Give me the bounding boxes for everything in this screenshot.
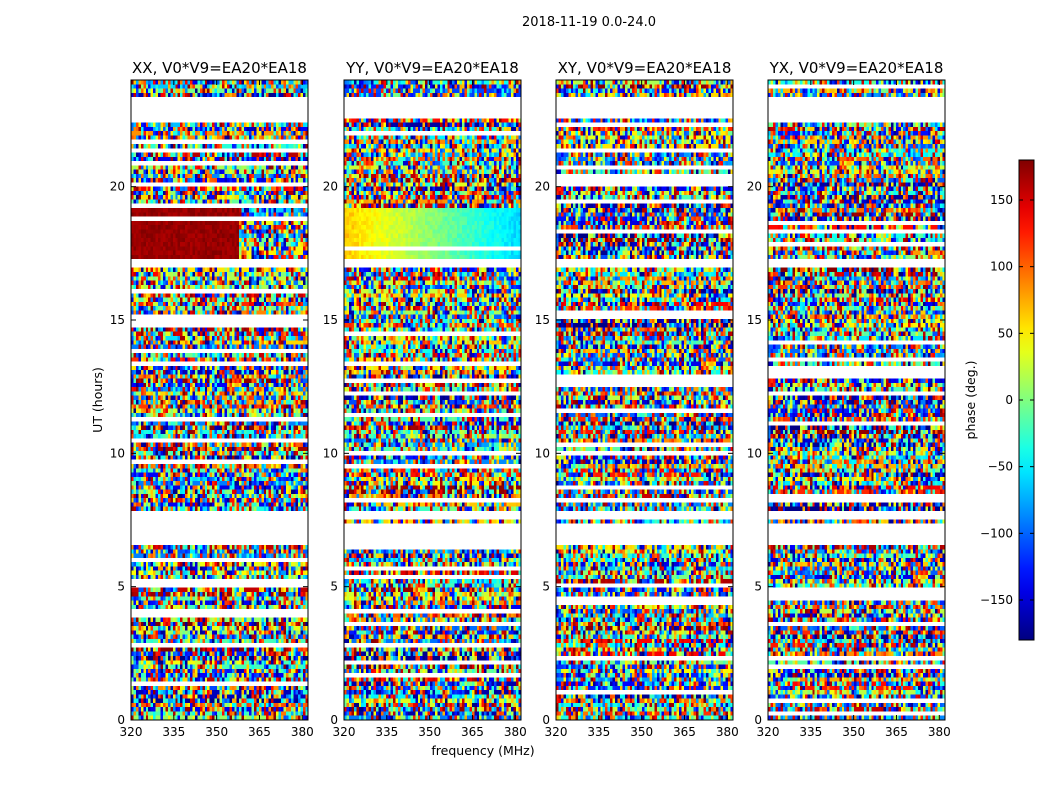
x-tick-label: 365 (673, 725, 696, 739)
y-tick-label: 5 (330, 580, 338, 594)
x-tick-label: 320 (545, 725, 568, 739)
x-tick-label: 380 (291, 725, 314, 739)
plot-frame (130, 79, 309, 721)
x-tick-label: 365 (461, 725, 484, 739)
heatmap-image (131, 80, 308, 720)
y-tick-label: 15 (747, 313, 762, 327)
plot-frame (343, 79, 522, 721)
plot-frame (555, 79, 734, 721)
x-tick-label: 350 (630, 725, 653, 739)
colorbar-tick-label: 0 (1005, 393, 1013, 407)
x-tick-label: 350 (842, 725, 865, 739)
y-tick-label: 0 (754, 713, 762, 727)
panel-title: XX, V0*V9=EA20*EA18 (132, 59, 307, 77)
x-tick-label: 320 (120, 725, 143, 739)
colorbar-tick-label: −150 (980, 593, 1013, 607)
panel-3: XY, V0*V9=EA20*EA18 320 335 350 365 380 0 5 10 15… (535, 59, 739, 739)
y-tick-label: 0 (542, 713, 550, 727)
colorbar-label: phase (deg.) (963, 361, 978, 440)
y-tick-label: 5 (754, 580, 762, 594)
panel-title: YY, V0*V9=EA20*EA18 (345, 59, 519, 77)
x-tick-label: 380 (928, 725, 951, 739)
colorbar-tick-label: −50 (988, 460, 1013, 474)
heatmap-image (556, 80, 733, 720)
x-tick-label: 335 (162, 725, 185, 739)
y-tick-label: 15 (110, 313, 125, 327)
colorbar-tick-label: −100 (980, 526, 1013, 540)
x-tick-label: 320 (333, 725, 356, 739)
y-tick-label: 20 (323, 180, 338, 194)
y-tick-label: 10 (323, 446, 338, 460)
colorbar: 150 100 50 0 −50 −100 −150 (980, 159, 1035, 641)
y-tick-label: 15 (535, 313, 550, 327)
x-tick-label: 335 (375, 725, 398, 739)
panel-title: YX, V0*V9=EA20*EA18 (769, 59, 944, 77)
figure-title: 2018-11-19 0.0-24.0 (522, 15, 656, 30)
y-tick-label: 20 (110, 180, 125, 194)
x-tick-label: 380 (504, 725, 527, 739)
y-tick-label: 5 (542, 580, 550, 594)
panel-title: XY, V0*V9=EA20*EA18 (558, 59, 732, 77)
panel-2: YY, V0*V9=EA20*EA18 320 335 350 365 380 0 5 10 15… (323, 59, 527, 739)
heatmap-image (344, 80, 521, 720)
plot-frame (767, 79, 946, 721)
y-tick-label: 10 (110, 446, 125, 460)
x-tick-label: 380 (716, 725, 739, 739)
heatmap-image (768, 80, 945, 720)
colorbar-tick-label: 150 (990, 193, 1013, 207)
x-tick-label: 335 (799, 725, 822, 739)
y-axis-label: UT (hours) (90, 367, 105, 433)
y-tick-label: 15 (323, 313, 338, 327)
x-axis-label: frequency (MHz) (431, 743, 534, 758)
x-tick-label: 365 (248, 725, 271, 739)
y-tick-label: 20 (535, 180, 550, 194)
x-tick-label: 350 (418, 725, 441, 739)
panels: XX, V0*V9=EA20*EA18 320 335 350 365 380 0 5 10 15… (110, 59, 951, 739)
x-tick-label: 320 (757, 725, 780, 739)
y-tick-label: 5 (117, 580, 125, 594)
x-tick-label: 335 (587, 725, 610, 739)
y-tick-label: 20 (747, 180, 762, 194)
y-tick-label: 0 (330, 713, 338, 727)
panel-1: XX, V0*V9=EA20*EA18 320 335 350 365 380 0 5 10 15… (110, 59, 314, 739)
x-tick-label: 365 (885, 725, 908, 739)
y-tick-label: 10 (535, 446, 550, 460)
colorbar-tick-label: 100 (990, 260, 1013, 274)
colorbar-tick-label: 50 (998, 326, 1013, 340)
y-tick-label: 0 (117, 713, 125, 727)
y-tick-label: 10 (747, 446, 762, 460)
x-tick-label: 350 (205, 725, 228, 739)
panel-4: YX, V0*V9=EA20*EA18 320 335 350 365 380 0 5 10 15… (747, 59, 951, 739)
